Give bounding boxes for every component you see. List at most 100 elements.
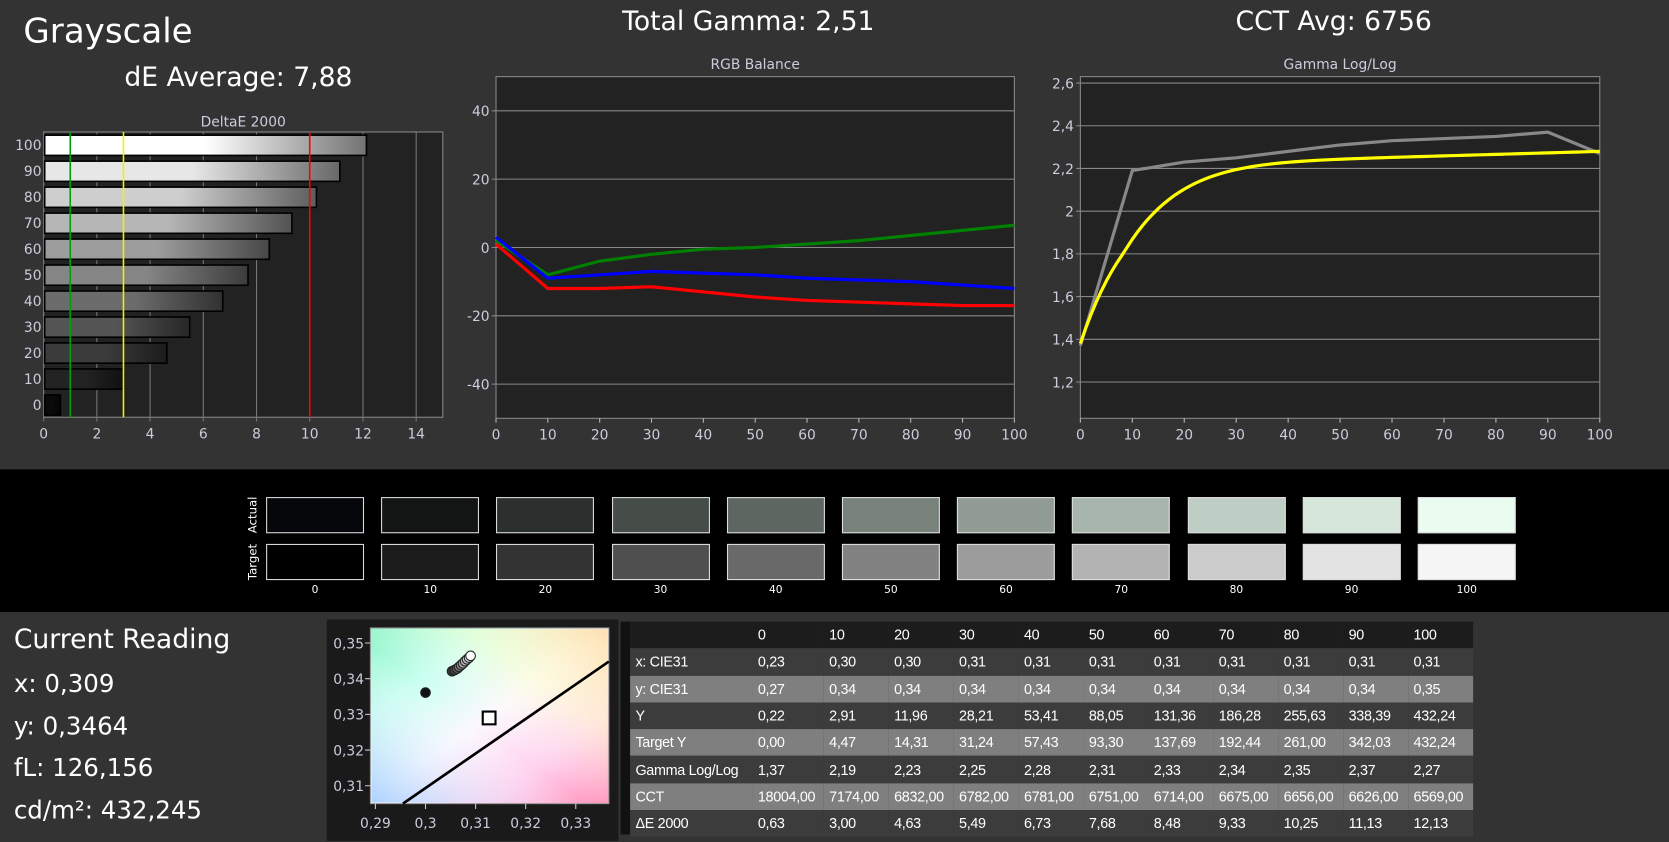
table-cell: 0,34	[888, 675, 954, 703]
table-row: y: CIE31 0,27 0,34 0,34 0,34 0,34 0,34 0,34 0,34…	[630, 675, 1474, 703]
swatch-label: 10	[423, 584, 437, 597]
series-line	[494, 242, 1015, 308]
table-cell: 342,03	[1343, 729, 1409, 757]
target-swatch	[496, 543, 595, 581]
x-tick-label: 0,32	[510, 816, 541, 832]
table-cell: 1,37	[752, 756, 824, 784]
table-cell: 2,19	[823, 756, 889, 784]
table-cell: 255,63	[1278, 702, 1344, 730]
table-cell: 2,33	[1148, 756, 1214, 784]
x-tick-label: 50	[746, 428, 764, 444]
swatch-label: 60	[999, 584, 1013, 597]
table-cell: 0,34	[1083, 675, 1149, 703]
row-label: CCT	[630, 783, 753, 811]
de-average: dE Average: 7,88	[124, 61, 353, 93]
x-tick-label: 30	[1227, 428, 1245, 444]
table-cell: 8,48	[1148, 810, 1214, 838]
y-tick-label: 1,2	[1052, 375, 1074, 391]
target-swatch	[1302, 543, 1401, 581]
x-tick-label: 60	[1383, 428, 1401, 444]
table-cell: 10,25	[1278, 810, 1344, 838]
y-tick-label: 0,32	[333, 743, 364, 759]
table-cell: 131,36	[1148, 702, 1214, 730]
table-cell: 6626,00	[1343, 783, 1409, 811]
swatch-label: 40	[768, 584, 783, 597]
x-tick-label: 0,29	[360, 816, 391, 832]
y-tick-label: 20	[472, 172, 490, 188]
x-tick-label: 20	[1175, 428, 1193, 444]
column-header: 80	[1278, 621, 1344, 649]
table-cell: 0,34	[1148, 675, 1214, 703]
target-whitepoint	[481, 710, 497, 726]
y-tick-label: 0,31	[333, 779, 364, 795]
table-row: CCT 18004,00 7174,00 6832,00 6782,00 6781,00 6…	[630, 783, 1474, 811]
y-tick-label: 70	[24, 216, 42, 232]
x-tick-label: 80	[1487, 428, 1505, 444]
table-cell: 0,63	[752, 810, 824, 838]
delta-bar	[43, 186, 318, 209]
delta-bar	[43, 134, 368, 157]
table-cell: 6569,00	[1408, 783, 1474, 811]
table-cell: 2,28	[1018, 756, 1084, 784]
x-tick-label: 90	[1539, 428, 1557, 444]
table-cell: 0,31	[1213, 648, 1279, 676]
table-cell: 11,13	[1343, 810, 1409, 838]
column-header: 40	[1018, 621, 1084, 649]
x-tick-label: 0	[39, 427, 48, 443]
page-title: Grayscale	[23, 10, 193, 52]
x-tick-label: 0	[1076, 428, 1085, 444]
table-cell: 4,47	[823, 729, 889, 757]
target-label: Target	[245, 543, 260, 581]
x-tick-label: 100	[1001, 428, 1027, 444]
x-tick-label: 0,33	[560, 816, 591, 832]
table-row: Gamma Log/Log 1,37 2,19 2,23 2,25 2,28 2,31 2,3…	[630, 756, 1474, 784]
x-tick-label: 10	[539, 428, 557, 444]
series-line	[495, 235, 1015, 291]
table-cell: 88,05	[1083, 702, 1149, 730]
table-cell: 0,22	[752, 702, 824, 730]
chart-title: Gamma Log/Log	[1284, 57, 1397, 73]
row-label: ΔE 2000	[630, 810, 753, 838]
planckian-locus	[402, 660, 610, 805]
table-cell: 0,31	[1083, 648, 1149, 676]
delta-bar	[43, 238, 271, 261]
table-cell: 2,34	[1213, 756, 1279, 784]
y-tick-label: 0	[33, 398, 42, 414]
table-cell: 432,24	[1408, 702, 1474, 730]
table-cell: 57,43	[1018, 729, 1084, 757]
row-label: x: CIE31	[630, 648, 753, 676]
delta-bar	[43, 316, 191, 339]
x-tick-label: 70	[850, 428, 868, 444]
swatch-label: 50	[884, 584, 898, 597]
y-tick-label: -40	[467, 377, 490, 393]
x-tick-label: 0	[492, 428, 501, 444]
swatch-label: 80	[1229, 584, 1244, 597]
row-label: Target Y	[630, 729, 753, 757]
y-tick-label: 1,8	[1052, 247, 1074, 263]
actual-swatch	[957, 497, 1056, 534]
table-row: Y 0,22 2,91 11,96 28,21 53,41 88,05 131,36 186,2…	[630, 702, 1474, 730]
y-tick-label: 20	[24, 346, 42, 362]
table-cell: 2,35	[1278, 756, 1344, 784]
table-cell: 6751,00	[1083, 783, 1149, 811]
actual-swatch	[1187, 497, 1286, 534]
x-tick-label: 2	[92, 427, 101, 443]
table-cell: 137,69	[1148, 729, 1214, 757]
actual-swatch	[1072, 497, 1171, 534]
target-swatch	[726, 543, 825, 581]
column-header: 30	[953, 621, 1019, 649]
delta-bar	[43, 394, 62, 416]
table-cell: 2,31	[1083, 756, 1149, 784]
table-cell: 28,21	[953, 702, 1019, 730]
actual-swatch	[266, 497, 365, 534]
x-tick-label: 50	[1331, 428, 1349, 444]
table-cell: 6,73	[1018, 810, 1084, 838]
y-tick-label: 0,34	[333, 672, 364, 688]
table-cell: 0,34	[1213, 675, 1279, 703]
reading-fl: fL: 126,156	[13, 754, 154, 783]
delta-bar	[43, 342, 168, 364]
table-cell: 5,49	[953, 810, 1019, 838]
table-cell: 6782,00	[953, 783, 1019, 811]
table-cell: 9,33	[1213, 810, 1279, 838]
x-tick-label: 8	[252, 427, 261, 443]
